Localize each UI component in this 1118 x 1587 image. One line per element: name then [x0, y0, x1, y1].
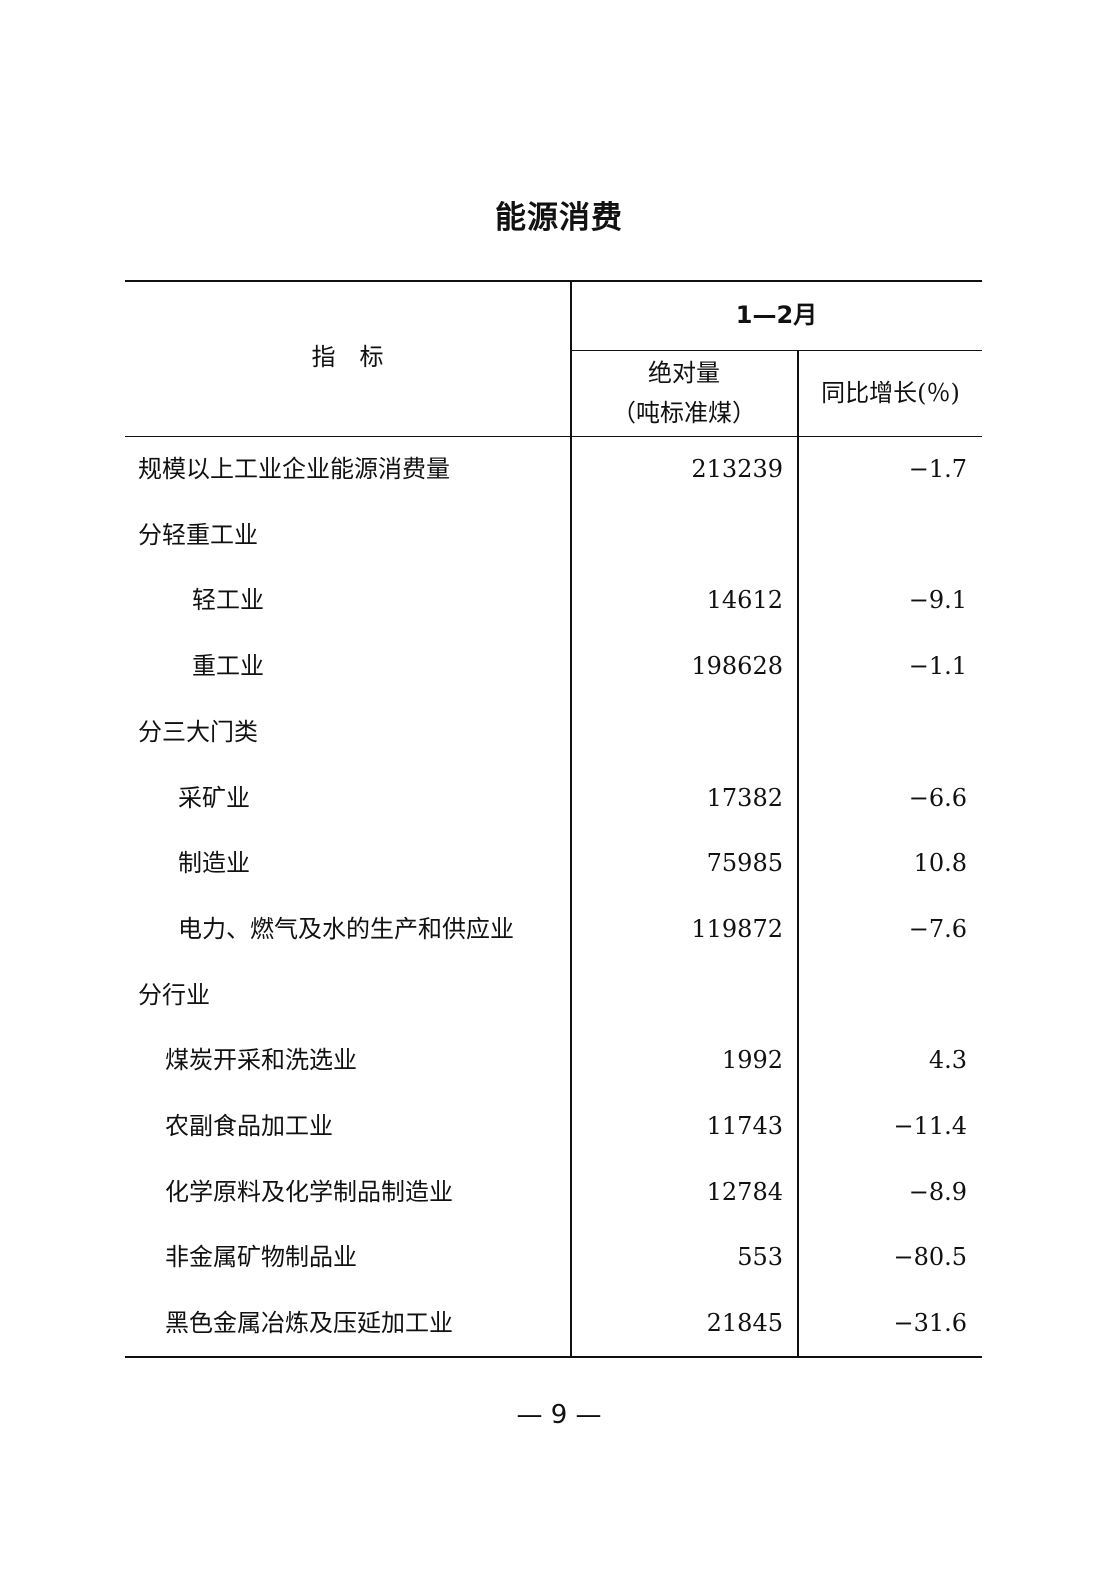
- column-divider: [797, 351, 799, 1357]
- row-label: 非金属矿物制品业: [165, 1243, 357, 1272]
- row-growth-value: −1.7: [908, 455, 967, 483]
- row-absolute-value: 198628: [691, 652, 783, 681]
- row-label: 化学原料及化学制品制造业: [165, 1177, 453, 1206]
- row-growth-value: −1.1: [908, 652, 967, 681]
- row-label: 分轻重工业: [138, 520, 258, 549]
- row-growth-value: 10.8: [913, 849, 967, 878]
- row-growth-value: 4.3: [928, 1046, 967, 1075]
- row-label: 黑色金属冶炼及压延加工业: [165, 1309, 453, 1338]
- header-indicator: 指 标: [311, 343, 384, 371]
- row-absolute-value: 1992: [721, 1046, 783, 1075]
- row-absolute-value: 11743: [706, 1112, 783, 1140]
- column-divider: [570, 281, 572, 1357]
- row-absolute-value: 17382: [706, 783, 783, 812]
- row-label: 制造业: [178, 849, 250, 878]
- row-label: 电力、燃气及水的生产和供应业: [178, 914, 514, 943]
- table-top-rule: [125, 280, 982, 282]
- header-bottom-rule: [125, 436, 982, 437]
- row-label: 农副食品加工业: [165, 1112, 333, 1140]
- row-label: 轻工业: [192, 586, 264, 615]
- row-label: 采矿业: [178, 783, 250, 812]
- row-absolute-value: 553: [737, 1243, 783, 1272]
- row-absolute-value: 12784: [706, 1177, 783, 1206]
- row-label: 重工业: [192, 652, 264, 681]
- row-label: 分三大门类: [138, 717, 258, 746]
- row-absolute-value: 75985: [706, 849, 783, 878]
- row-growth-value: −9.1: [908, 586, 967, 615]
- table-bottom-rule: [125, 1356, 982, 1358]
- header-divider: [570, 350, 982, 351]
- header-growth: 同比增长(％): [821, 379, 960, 407]
- row-growth-value: −8.9: [908, 1177, 967, 1206]
- row-absolute-value: 14612: [706, 586, 783, 615]
- row-growth-value: −11.4: [893, 1112, 967, 1140]
- row-growth-value: −31.6: [893, 1309, 967, 1338]
- row-absolute-value: 119872: [691, 914, 783, 943]
- row-growth-value: −6.6: [908, 783, 967, 812]
- row-absolute-value: 213239: [691, 455, 783, 483]
- page-number: — 9 —: [516, 1400, 602, 1430]
- row-label: 分行业: [138, 980, 210, 1009]
- row-absolute-value: 21845: [706, 1309, 783, 1338]
- page-title: 能源消费: [495, 200, 623, 236]
- row-label: 煤炭开采和洗选业: [165, 1046, 357, 1075]
- header-period: 1—2月: [735, 301, 818, 329]
- header-absolute: 绝对量: [648, 359, 720, 387]
- header-absolute-unit: （吨标准煤）: [612, 399, 756, 427]
- row-label: 规模以上工业企业能源消费量: [138, 455, 450, 483]
- row-growth-value: −80.5: [893, 1243, 967, 1272]
- row-growth-value: −7.6: [908, 914, 967, 943]
